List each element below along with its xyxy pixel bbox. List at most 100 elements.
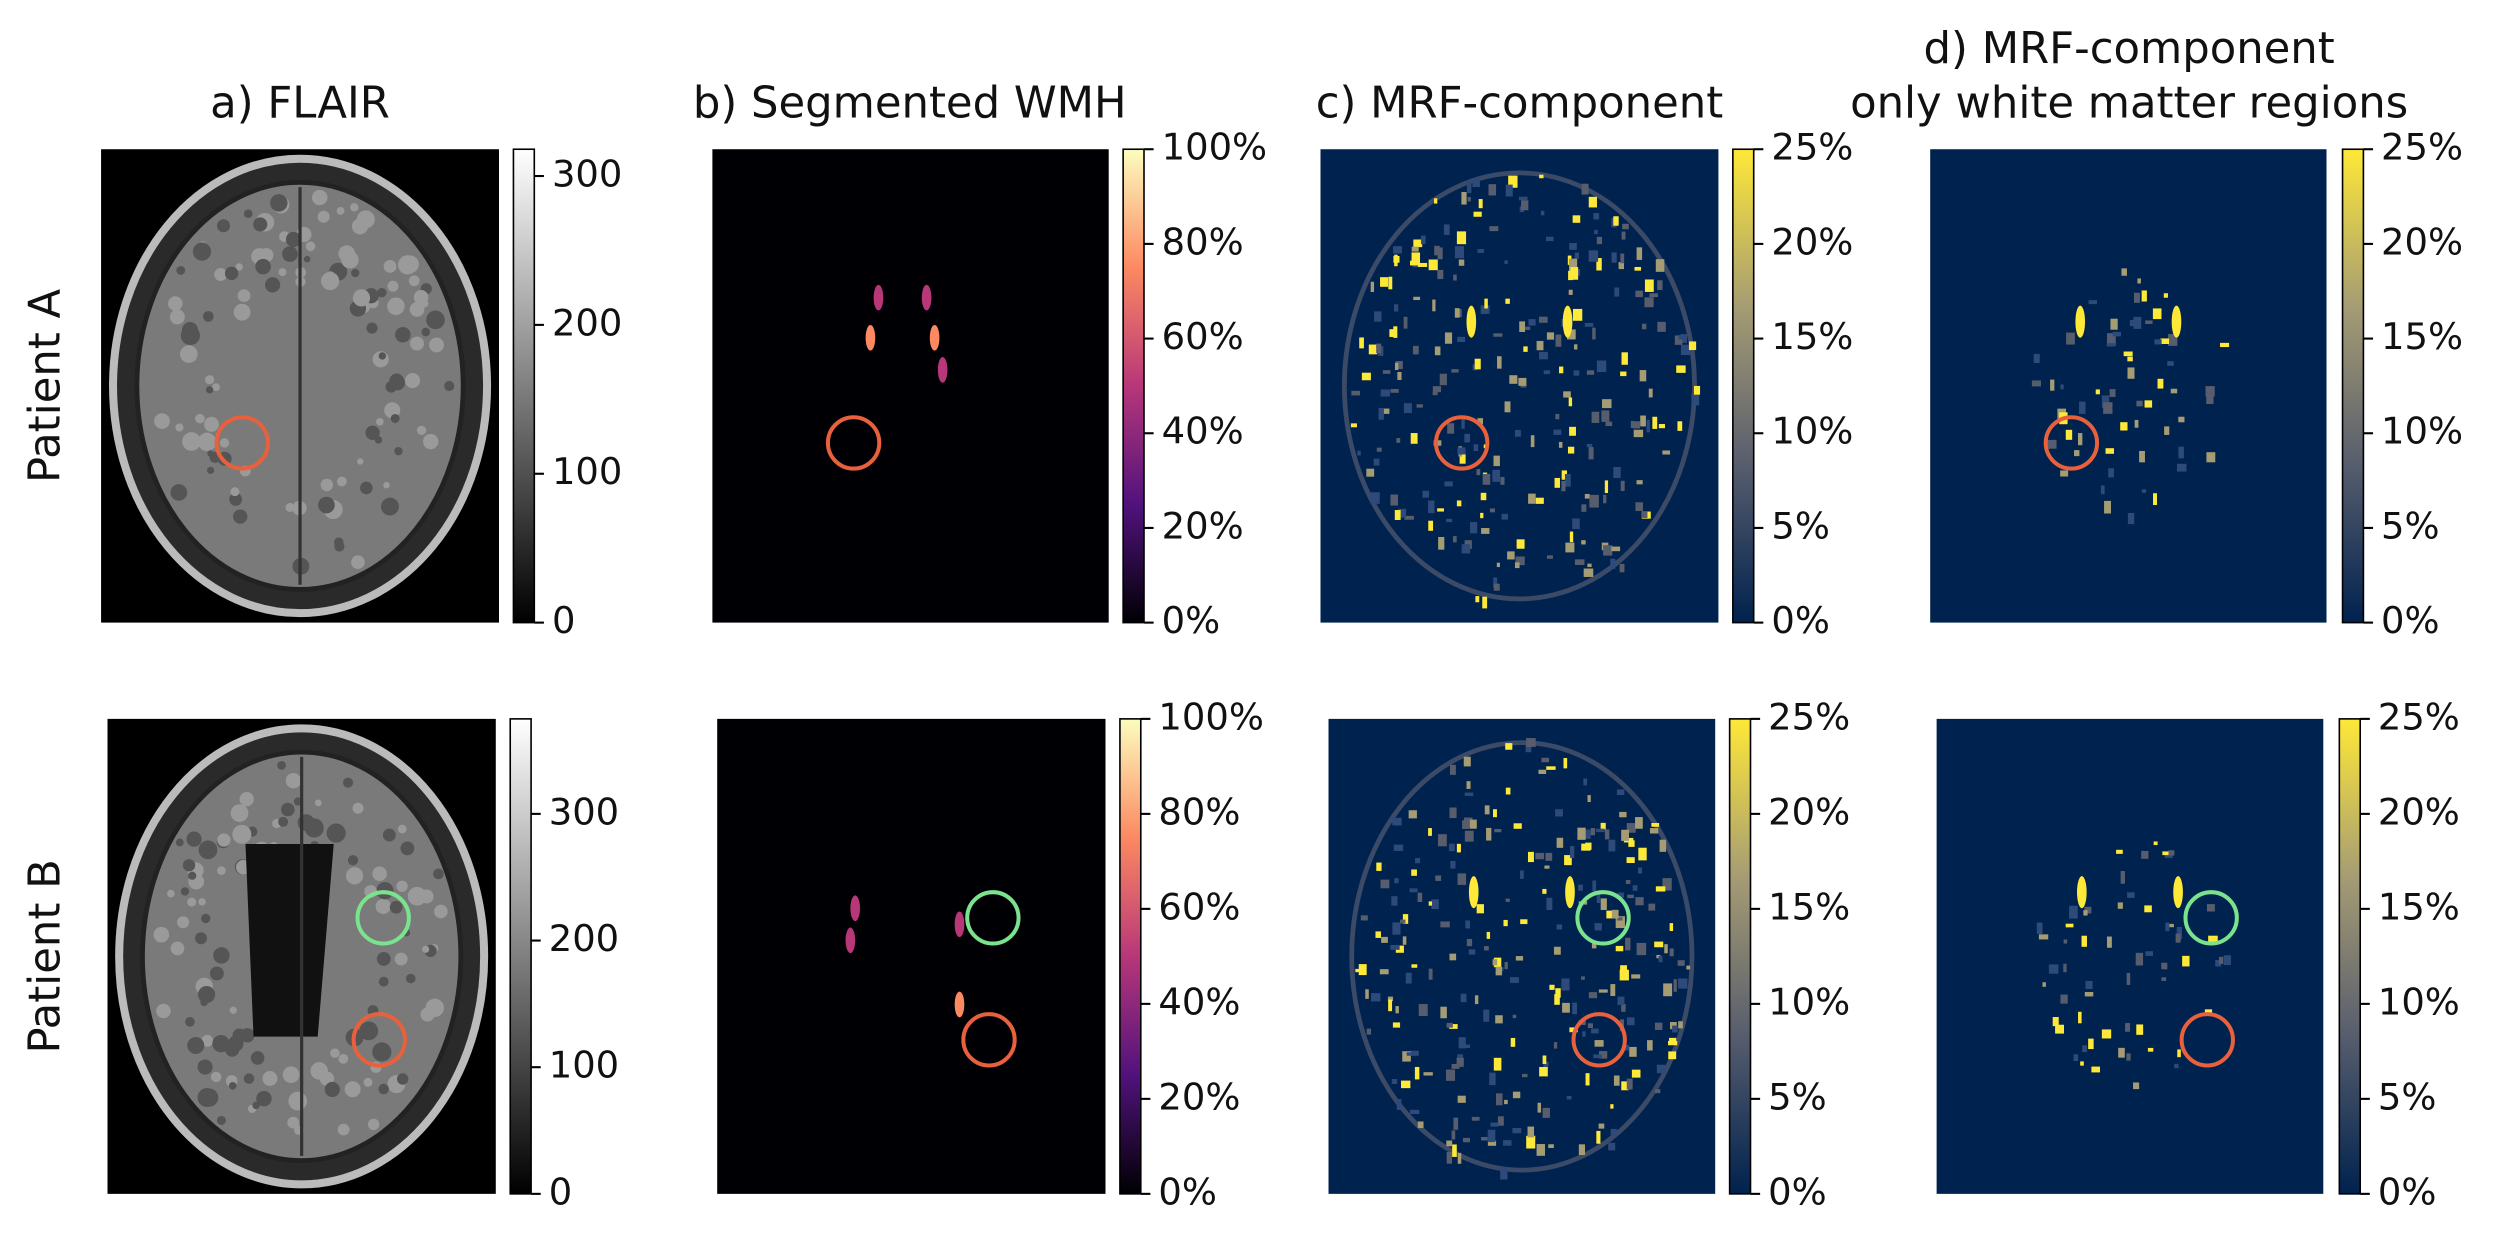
speck (1521, 200, 1529, 211)
texture (311, 189, 328, 206)
speck (2095, 389, 2100, 395)
texture (230, 804, 249, 822)
speck (1686, 965, 1691, 970)
speck (1569, 531, 1574, 543)
texture (176, 265, 186, 275)
texture (381, 497, 399, 516)
speck (1537, 1102, 1542, 1113)
texture (205, 386, 214, 394)
texture (182, 859, 196, 872)
speck (1402, 1051, 1411, 1062)
speck (2127, 367, 2135, 379)
speck (1421, 235, 1426, 245)
speck (1563, 391, 1571, 398)
speck (1487, 1140, 1497, 1146)
speck (1379, 969, 1389, 975)
speck (1518, 196, 1528, 201)
texture (216, 219, 231, 233)
speck (2182, 955, 2190, 967)
speck (1437, 247, 1443, 260)
speck (1464, 830, 1474, 842)
texture (201, 1034, 214, 1047)
speck (1451, 1130, 1456, 1140)
texture (175, 423, 184, 432)
hyperintensity (2075, 305, 2086, 338)
speck (1464, 1044, 1471, 1048)
speck (1574, 344, 1578, 350)
speck (1376, 343, 1382, 354)
texture (376, 417, 384, 426)
speck (1584, 493, 1590, 499)
texture (338, 1053, 349, 1064)
speck (2163, 293, 2168, 298)
speck (1588, 992, 1598, 999)
speck (1486, 827, 1492, 841)
speck (1449, 1024, 1458, 1029)
speck (1561, 978, 1570, 991)
speck (1453, 1117, 1459, 1130)
speck (2080, 1061, 2084, 1066)
speck (1535, 497, 1544, 504)
speck (1636, 942, 1647, 956)
texture (156, 1003, 171, 1019)
speck (1495, 1015, 1503, 1024)
speck (1500, 476, 1505, 485)
texture (233, 303, 251, 321)
texture (252, 1101, 260, 1110)
speck (1654, 1089, 1661, 1094)
speck (1626, 823, 1636, 833)
texture (187, 1036, 205, 1055)
texture (352, 802, 364, 814)
speck (2205, 386, 2215, 397)
speck (1458, 1037, 1466, 1049)
speck (2177, 1049, 2181, 1058)
speck (1647, 1040, 1653, 1051)
speck (1581, 183, 1589, 195)
texture (336, 206, 345, 215)
colorbar-tick-label: 0% (1162, 599, 1221, 642)
speck (1431, 899, 1439, 910)
texture (237, 289, 251, 303)
speck (1496, 562, 1501, 568)
speck (1350, 423, 1357, 428)
texture (216, 1115, 226, 1125)
speck (1654, 1022, 1663, 1030)
speck (1673, 979, 1677, 992)
speck (1480, 305, 1490, 314)
texture (153, 926, 170, 943)
speck (1446, 1140, 1453, 1147)
speck (1585, 842, 1592, 850)
colorbar-tick-label: 15% (1768, 885, 1850, 928)
texture (318, 496, 335, 514)
colorbar-tick-label: 80% (1162, 220, 1244, 263)
lesion (937, 357, 948, 383)
speck (1631, 974, 1641, 979)
texture (367, 1118, 380, 1131)
speck (1620, 371, 1627, 377)
speck (2088, 1038, 2094, 1050)
speck (2110, 318, 2118, 330)
speck (2152, 308, 2162, 320)
speck (1480, 512, 1484, 519)
speck (1501, 513, 1509, 520)
texture (170, 941, 185, 956)
speck (2101, 395, 2110, 409)
speck (1587, 795, 1591, 803)
speck (1546, 332, 1555, 340)
speck (1618, 262, 1625, 270)
lesion (954, 911, 965, 938)
texture (336, 476, 347, 487)
speck (1446, 1152, 1452, 1164)
speck (1572, 518, 1580, 530)
speck (1457, 447, 1466, 455)
speck (1505, 743, 1513, 750)
speck (1586, 370, 1595, 375)
colorbar-tick-label: 40% (1162, 410, 1244, 453)
speck (1375, 931, 1381, 938)
colorbar-tick-label: 5% (1768, 1075, 1827, 1118)
speck (1610, 1104, 1614, 1109)
speck (1474, 995, 1479, 1005)
texture (345, 867, 364, 885)
speck (2073, 1054, 2079, 1062)
speck (2069, 905, 2078, 919)
